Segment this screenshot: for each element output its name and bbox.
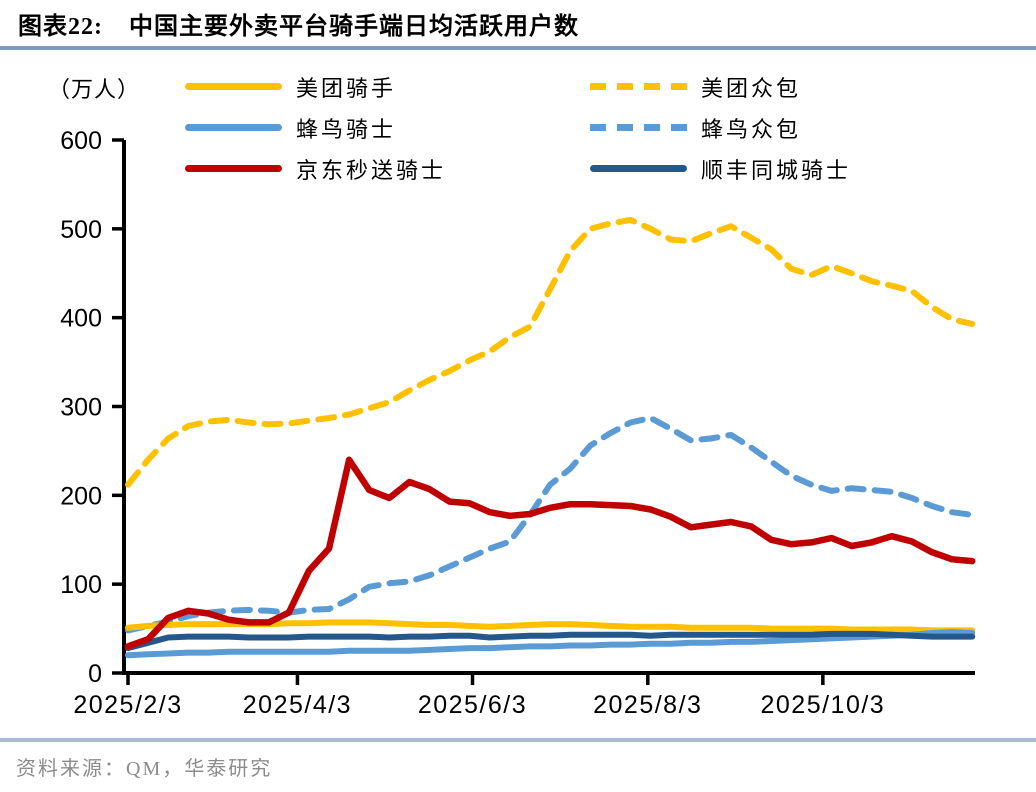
figure-title-text: 中国主要外卖平台骑手端日均活跃用户数 [129, 14, 579, 40]
series-line-fengniao-rider [125, 629, 976, 659]
x-axis-tick-label: 2025/4/3 [243, 691, 352, 719]
x-axis-tick-label: 2025/8/3 [593, 691, 702, 719]
y-axis-tick-label: 600 [60, 127, 102, 155]
legend-label: 蜂鸟骑士 [296, 116, 397, 142]
title-divider [0, 46, 1036, 50]
legend-line-swatch-meituan-zhongbao [590, 83, 687, 90]
y-axis-tick-label: 300 [60, 394, 102, 422]
y-axis-tick-label: 200 [60, 482, 102, 510]
legend-label: 美团众包 [701, 75, 802, 101]
series-line-meituan-zhongbao [125, 216, 976, 488]
legend-label: 顺丰同城骑士 [701, 157, 852, 183]
legend-item-jd-miaosong-rider: 京东秒送骑士 [185, 153, 590, 185]
footer-divider [0, 738, 1036, 742]
legend-line-swatch-sf-tongcheng-rider [590, 165, 687, 172]
series-line-fengniao-zhongbao [125, 415, 976, 634]
legend-item-meituan-zhongbao: 美团众包 [590, 71, 851, 103]
legend-item-sf-tongcheng-rider: 顺丰同城骑士 [590, 153, 851, 185]
figure-number: 图表22: [18, 14, 103, 40]
legend-line-swatch-meituan-rider [185, 83, 282, 90]
y-axis-tick-label: 400 [60, 305, 102, 333]
y-axis-tick-label: 0 [88, 660, 102, 688]
legend-label: 京东秒送骑士 [296, 157, 447, 183]
y-axis-tick-label: 500 [60, 216, 102, 244]
legend-item-fengniao-rider: 蜂鸟骑士 [185, 112, 590, 144]
legend-label: 美团骑手 [296, 75, 397, 101]
x-axis-tick-label: 2025/6/3 [418, 691, 527, 719]
legend-label: 蜂鸟众包 [701, 116, 802, 142]
source-text: 资料来源：QM，华泰研究 [16, 758, 273, 780]
legend-line-swatch-fengniao-zhongbao [590, 124, 687, 131]
legend-item-fengniao-zhongbao: 蜂鸟众包 [590, 112, 851, 144]
legend-line-swatch-fengniao-rider [185, 124, 282, 131]
series-line-sf-tongcheng-rider [125, 630, 976, 652]
x-axis-tick-label: 2025/2/3 [73, 691, 182, 719]
series-line-jd-miaosong-rider [124, 456, 976, 650]
chart-legend: 美团骑手 美团众包 蜂鸟骑士 蜂鸟众包 京东秒送骑士 顺丰同城骑士 [185, 66, 851, 189]
y-axis-unit-label: （万人） [48, 77, 141, 102]
x-axis-tick-label: 2025/10/3 [760, 691, 885, 719]
legend-line-swatch-jd-miaosong-rider [185, 165, 282, 172]
figure-title: 图表22: 中国主要外卖平台骑手端日均活跃用户数 [18, 6, 579, 41]
legend-item-meituan-rider: 美团骑手 [185, 71, 590, 103]
y-axis-tick-label: 100 [60, 571, 102, 599]
